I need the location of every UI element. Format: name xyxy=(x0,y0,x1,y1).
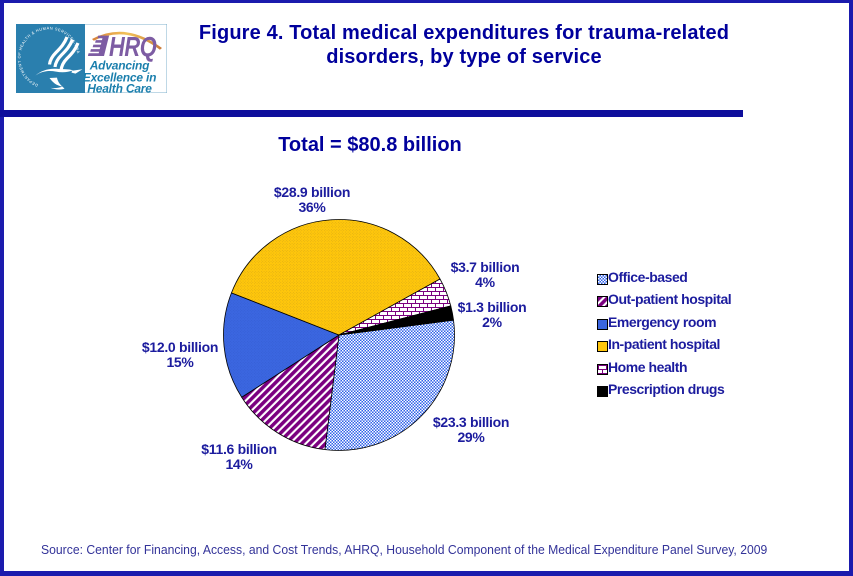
svg-text:Advancing: Advancing xyxy=(89,58,150,72)
svg-text:Health Care: Health Care xyxy=(87,81,152,93)
svg-text:Excellence in: Excellence in xyxy=(83,70,156,84)
svg-text:HRQ: HRQ xyxy=(109,31,157,62)
